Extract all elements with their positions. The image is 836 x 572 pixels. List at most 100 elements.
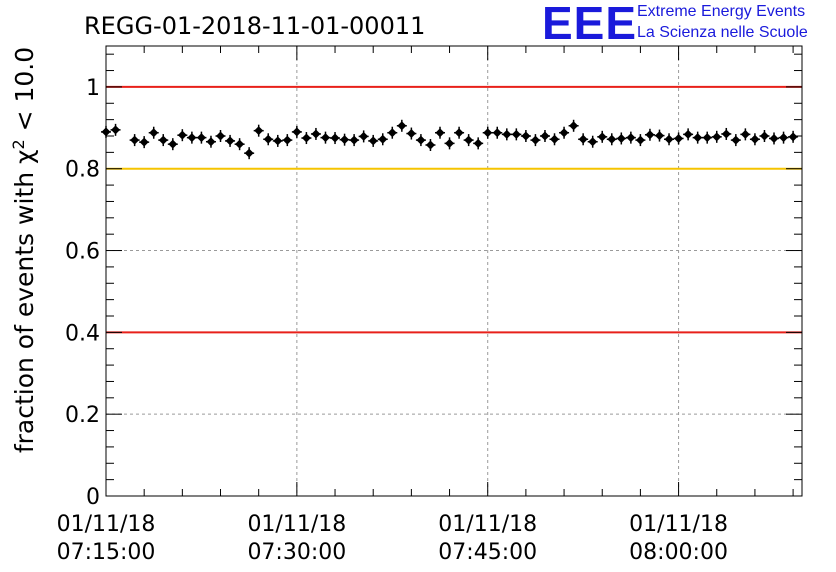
data-point	[158, 134, 169, 147]
data-point-marker	[378, 134, 388, 144]
data-point	[349, 134, 360, 147]
x-tick-label-time: 07:45:00	[438, 540, 537, 565]
data-point-marker	[492, 128, 502, 138]
data-point	[711, 130, 722, 143]
data-point-marker	[540, 131, 550, 141]
data-point	[721, 127, 732, 140]
data-point	[339, 133, 350, 146]
reference-lines	[106, 85, 802, 334]
data-point	[520, 130, 531, 142]
data-point	[539, 130, 550, 142]
x-tick-label-date: 01/11/18	[247, 512, 346, 537]
grid-layer	[106, 46, 802, 496]
data-point	[415, 134, 426, 147]
data-point	[511, 128, 522, 141]
data-point-marker	[244, 148, 254, 158]
data-point	[568, 119, 579, 132]
data-point	[769, 132, 780, 145]
data-point-marker	[769, 133, 779, 143]
data-point	[234, 138, 245, 151]
data-point	[549, 133, 560, 146]
data-point	[788, 130, 799, 143]
data-point	[463, 134, 474, 147]
data-point-marker	[187, 133, 197, 143]
data-point	[387, 126, 398, 139]
data-point	[530, 134, 541, 147]
data-point	[186, 131, 197, 144]
data-point	[644, 128, 655, 141]
data-point-marker	[683, 129, 693, 139]
y-axis-label: fraction of events with χ2 < 10.0	[9, 47, 40, 453]
data-point	[454, 126, 465, 139]
y-tick-label: 0.6	[65, 240, 100, 265]
x-tick-label-time: 07:15:00	[57, 540, 156, 565]
data-point-marker	[473, 138, 483, 148]
data-point-marker	[588, 137, 598, 147]
data-point	[358, 130, 369, 143]
data-point	[616, 132, 627, 145]
data-point-marker	[282, 135, 292, 145]
data-point	[225, 134, 236, 147]
data-point-marker	[788, 132, 798, 142]
data-point-marker	[397, 121, 407, 131]
plot-frame	[105, 45, 803, 497]
data-point-marker	[254, 126, 264, 136]
data-point	[778, 131, 789, 144]
data-point-marker	[311, 129, 321, 139]
x-tick-label-time: 07:30:00	[247, 540, 346, 565]
data-point	[272, 134, 283, 147]
data-point	[110, 123, 121, 136]
data-point	[148, 126, 159, 139]
x-tick-label-date: 01/11/18	[629, 512, 728, 537]
data-point-marker	[559, 128, 569, 138]
data-point	[702, 131, 713, 144]
y-axis-label-chi: χ	[10, 150, 39, 164]
data-point	[129, 134, 140, 147]
y-axis-label-suffix: < 10.0	[10, 47, 39, 140]
data-point-marker	[292, 127, 302, 137]
data-point	[759, 130, 770, 142]
data-point-marker	[511, 129, 521, 139]
logo-line-2: La Scienza nelle Scuole	[637, 24, 808, 41]
data-point-marker	[168, 139, 178, 149]
x-tick-label-time: 08:00:00	[629, 540, 728, 565]
data-point-marker	[320, 133, 330, 143]
chart-title: REGG-01-2018-11-01-00011	[84, 12, 425, 40]
data-point	[196, 131, 207, 144]
y-tick-label: 0.8	[65, 158, 100, 183]
data-point-marker	[416, 135, 426, 145]
data-point-marker	[158, 135, 168, 145]
data-point	[244, 147, 255, 160]
data-point	[139, 136, 150, 149]
data-point-marker	[340, 135, 350, 145]
data-point	[444, 137, 455, 150]
data-point-marker	[425, 140, 435, 150]
data-point	[730, 134, 741, 147]
data-point-marker	[626, 133, 636, 143]
data-point-marker	[645, 130, 655, 140]
data-point	[635, 134, 646, 147]
data-point	[167, 138, 178, 151]
data-point	[473, 137, 484, 150]
eee-logo-mark: EEE	[542, 0, 638, 49]
data-point	[501, 128, 512, 141]
data-point	[177, 129, 188, 142]
data-point-marker	[454, 128, 464, 138]
data-point	[683, 128, 694, 141]
data-point	[320, 131, 331, 144]
data-point	[263, 133, 274, 146]
data-point	[578, 133, 589, 146]
data-point	[435, 126, 446, 139]
data-point	[606, 133, 617, 146]
data-point-marker	[731, 135, 741, 145]
data-point-marker	[225, 136, 235, 146]
axis-ticks	[105, 46, 802, 497]
data-point	[406, 127, 417, 140]
data-point	[625, 131, 636, 144]
data-point	[215, 130, 226, 142]
data-point-marker	[607, 134, 617, 144]
data-point	[740, 128, 751, 141]
data-point	[310, 127, 321, 140]
data-point-marker	[149, 128, 159, 138]
data-point-marker	[578, 134, 588, 144]
